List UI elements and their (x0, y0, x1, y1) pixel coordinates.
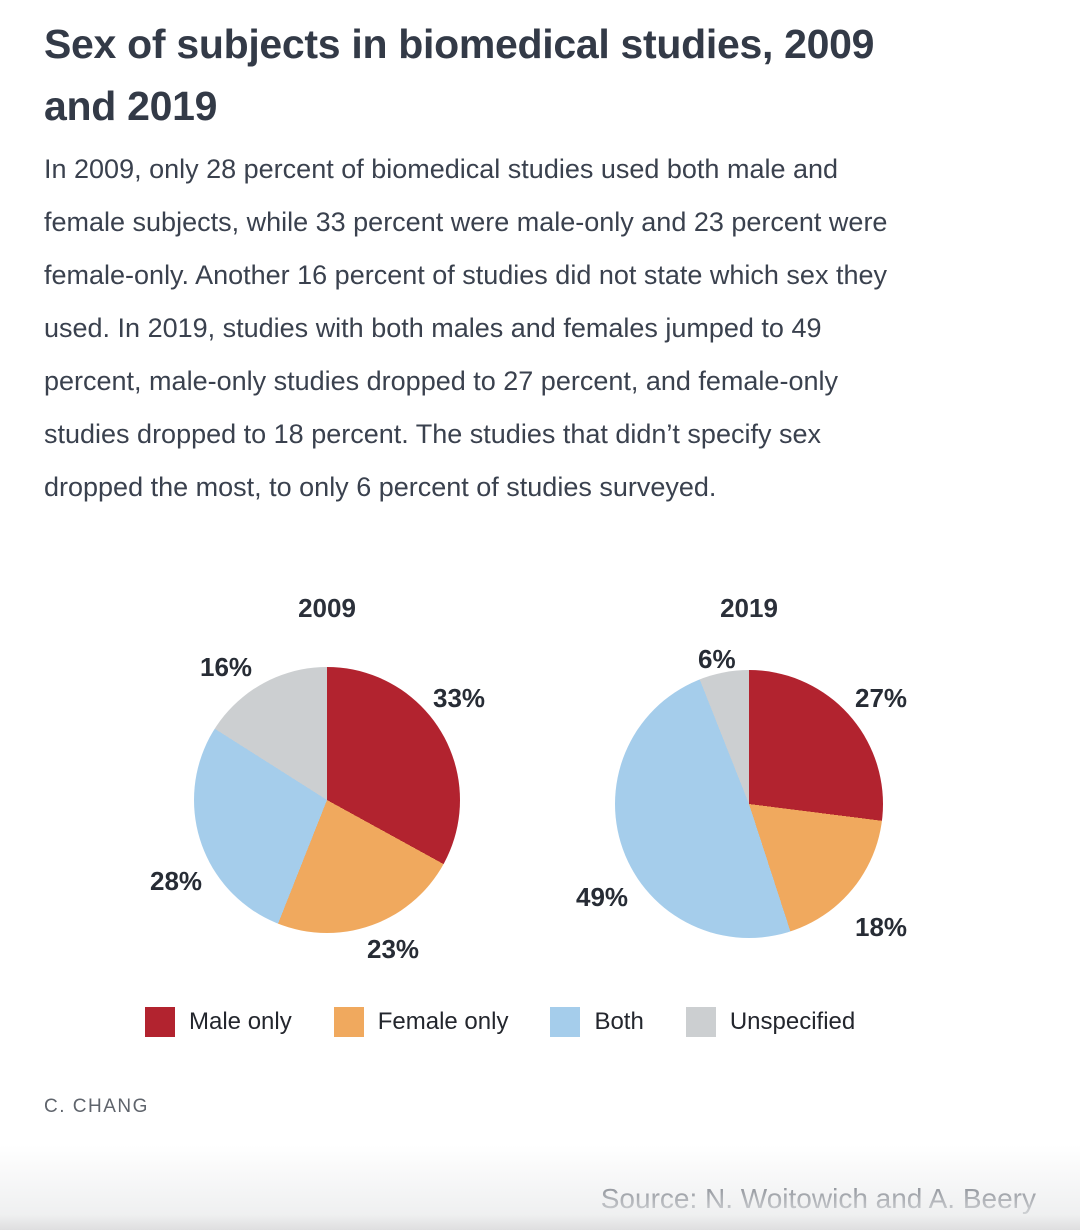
page-title-line-1: Sex of subjects in biomedical studies, 2… (44, 21, 875, 67)
legend-item-both: Both (550, 1007, 644, 1037)
legend-label-both: Both (594, 1008, 644, 1035)
legend-label-male-only: Male only (189, 1008, 292, 1035)
credit-line: C. CHANG (44, 1096, 149, 1117)
source-line: Source: N. Woitowich and A. Beery (600, 1183, 1036, 1214)
legend-item-unspecified: Unspecified (685, 1007, 856, 1037)
chart-title-2009: 2009 (298, 593, 356, 623)
intro-line-2: female subjects, while 33 percent were m… (44, 207, 888, 237)
chart-legend: Male only Female only Both Unspecified (145, 1007, 855, 1037)
intro-paragraph: In 2009, only 28 percent of biomedical s… (44, 143, 887, 514)
charts-area: 2009 2019 16% 33% 28% 23% 6% 27% 49% 18% (0, 590, 1080, 995)
pie-label-2019-unspecified: 6% (698, 644, 736, 674)
pie-label-2019-female-only: 18% (855, 912, 908, 942)
pie-label-2019-male-only: 27% (855, 683, 908, 713)
legend-label-female-only: Female only (377, 1008, 509, 1035)
legend-label-unspecified: Unspecified (729, 1008, 856, 1035)
legend-item-male-only: Male only (145, 1007, 292, 1037)
intro-line-5: percent, male-only studies dropped to 27… (44, 366, 838, 396)
pie-label-2009-both: 28% (150, 866, 203, 896)
legend-swatch-male-only (145, 1007, 175, 1037)
intro-line-6: studies dropped to 18 percent. The studi… (44, 419, 821, 449)
pie-label-2019-both: 49% (576, 882, 629, 912)
pie-label-2009-unspecified: 16% (200, 652, 253, 682)
intro-line-7: dropped the most, to only 6 percent of s… (44, 472, 717, 502)
pie-label-2009-male-only: 33% (433, 683, 486, 713)
page-title-line-2: and 2019 (44, 83, 218, 129)
pie-chart-2009 (194, 667, 460, 933)
legend-item-female-only: Female only (333, 1007, 509, 1037)
pie-chart-2019 (615, 670, 883, 938)
intro-line-1: In 2009, only 28 percent of biomedical s… (44, 154, 839, 184)
legend-swatch-unspecified (685, 1007, 716, 1037)
intro-line-3: female-only. Another 16 percent of studi… (44, 260, 887, 290)
page-title: Sex of subjects in biomedical studies, 2… (44, 13, 874, 137)
chart-title-2019: 2019 (720, 593, 778, 623)
intro-line-4: used. In 2019, studies with both males a… (44, 313, 822, 343)
pie-label-2009-female-only: 23% (367, 934, 420, 964)
legend-swatch-female-only (333, 1007, 364, 1037)
legend-swatch-both (550, 1007, 581, 1037)
